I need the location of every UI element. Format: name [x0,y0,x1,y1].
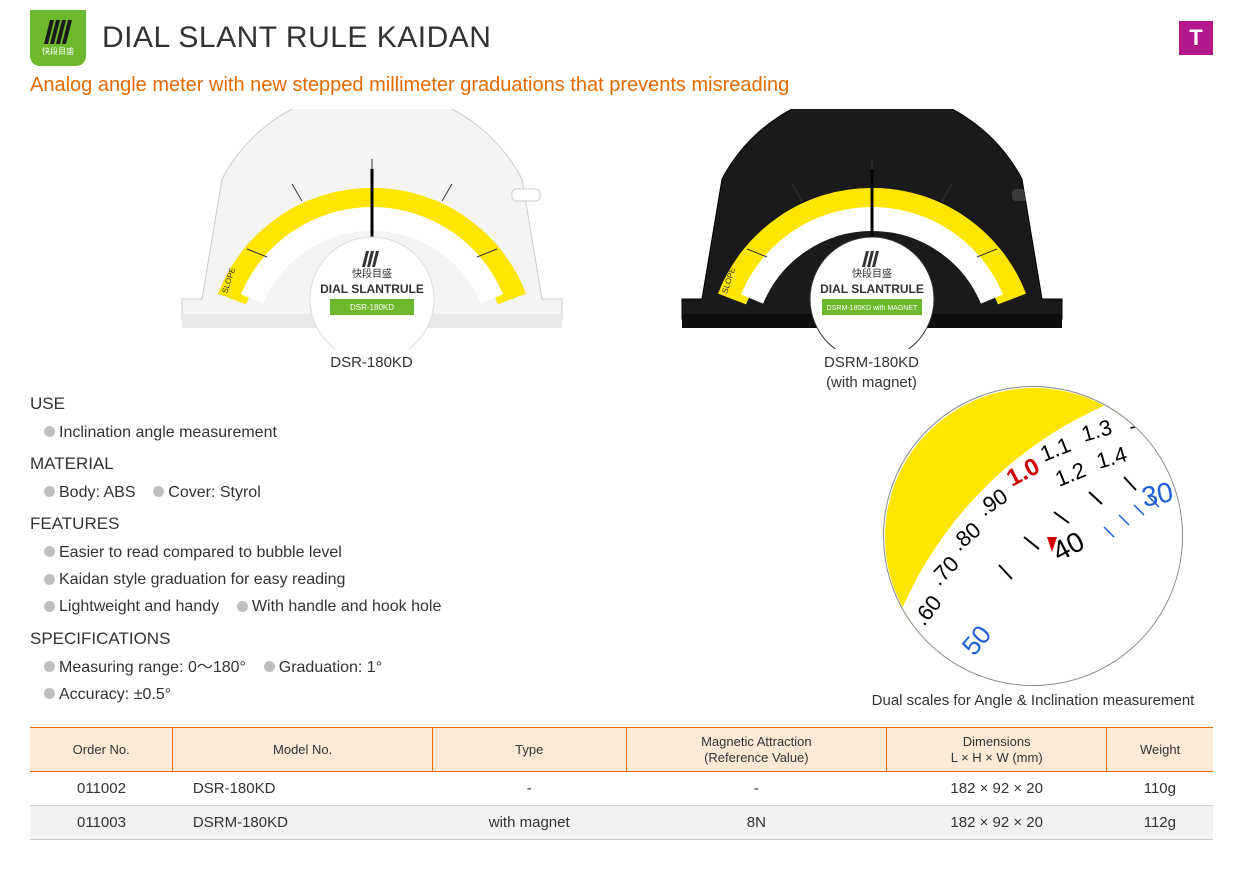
specs-label: SPECIFICATIONS [30,625,853,654]
closeup-circle: .50 .60 .70 .80 .90 1.0 1.1 1.2 1.3 1.4 … [883,386,1183,686]
features-label: FEATURES [30,510,853,539]
bullet-icon [44,688,55,699]
features-line-3: Lightweight and handy With handle and ho… [30,593,853,620]
col-weight: Weight [1107,728,1213,772]
col-magnet: Magnetic Attraction(Reference Value) [626,728,887,772]
cell: with magnet [432,806,626,840]
bullet-icon [153,486,164,497]
corner-badge: T [1179,21,1213,55]
use-item-0: Inclination angle measurement [59,424,277,441]
mid-section: USE Inclination angle measurement MATERI… [30,386,1213,709]
svg-text:30: 30 [1139,476,1176,513]
features-line-2: Kaidan style graduation for easy reading [30,566,853,593]
product-model-black: DSRM-180KD [824,354,919,371]
brand-logo-badge: 快段目盛 [30,10,86,66]
cell: 182 × 92 × 20 [887,772,1107,806]
cell: DSR-180KD [173,772,432,806]
bullet-icon [44,486,55,497]
material-item-1: Cover: Styrol [168,484,260,501]
bullet-icon [44,661,55,672]
cell: 011002 [30,772,173,806]
material-label: MATERIAL [30,450,853,479]
products-row: 快段目盛 DIAL SLANTRULE DSR-180KD SLOPE DSR-… [30,109,1213,392]
col-type: Type [432,728,626,772]
cell: 011003 [30,806,173,840]
features-line-1: Easier to read compared to bubble level [30,539,853,566]
cell: - [626,772,887,806]
subtitle: Analog angle meter with new stepped mill… [30,74,1213,97]
use-label: USE [30,390,853,419]
page-title: DIAL SLANT RULE KAIDAN [102,21,491,55]
gauge-illustration-black: 快段目盛 DIAL SLANTRULE DSRM-180KD with MAGN… [662,109,1082,349]
svg-text:1.5: 1.5 [1126,404,1160,434]
features-item-3: With handle and hook hole [252,598,441,615]
table-header-row: Order No. Model No. Type Magnetic Attrac… [30,728,1213,772]
specs-item-0: Measuring range: 0～180° [59,659,246,676]
closeup-block: .50 .60 .70 .80 .90 1.0 1.1 1.2 1.3 1.4 … [853,386,1213,709]
features-item-0: Easier to read compared to bubble level [59,544,342,561]
use-line: Inclination angle measurement [30,419,853,446]
closeup-caption: Dual scales for Angle & Inclination meas… [853,692,1213,709]
specs-line-2: Accuracy: ±0.5° [30,681,853,708]
logo-subtext: 快段目盛 [42,46,74,57]
features-item-2: Lightweight and handy [59,598,219,615]
logo-stripes-icon [44,20,72,44]
cell: 112g [1107,806,1213,840]
col-order: Order No. [30,728,173,772]
material-item-0: Body: ABS [59,484,136,501]
table-row: 011003 DSRM-180KD with magnet 8N 182 × 9… [30,806,1213,840]
bullet-icon [44,574,55,585]
material-line: Body: ABS Cover: Styrol [30,479,853,506]
col-dims: DimensionsL × H × W (mm) [887,728,1107,772]
svg-text:DIAL SLANTRULE: DIAL SLANTRULE [320,282,424,296]
product-white: 快段目盛 DIAL SLANTRULE DSR-180KD SLOPE DSR-… [162,109,582,392]
cell: 182 × 92 × 20 [887,806,1107,840]
features-item-1: Kaidan style graduation for easy reading [59,571,345,588]
bullet-icon [44,546,55,557]
spec-table: Order No. Model No. Type Magnetic Attrac… [30,727,1213,840]
cell: - [432,772,626,806]
header: 快段目盛 DIAL SLANT RULE KAIDAN T [30,10,1213,66]
product-model-white: DSR-180KD [330,354,413,371]
cell: DSRM-180KD [173,806,432,840]
svg-text:DSRM-180KD with MAGNET: DSRM-180KD with MAGNET [826,305,917,312]
svg-text:快段目盛: 快段目盛 [852,267,892,280]
product-caption-white: DSR-180KD [330,353,413,373]
header-left: 快段目盛 DIAL SLANT RULE KAIDAN [30,10,491,66]
cell: 110g [1107,772,1213,806]
bullet-icon [44,601,55,612]
col-model: Model No. [173,728,432,772]
cell: 8N [626,806,887,840]
svg-text:DSR-180KD: DSR-180KD [349,303,393,312]
specs-item-2: Accuracy: ±0.5° [59,686,171,703]
specs-line-1: Measuring range: 0～180° Graduation: 1° [30,654,853,681]
svg-text:快段目盛: 快段目盛 [352,267,392,280]
gauge-illustration-white: 快段目盛 DIAL SLANTRULE DSR-180KD SLOPE [162,109,582,349]
bullet-icon [44,426,55,437]
svg-text:DIAL SLANTRULE: DIAL SLANTRULE [820,282,924,296]
product-black: 快段目盛 DIAL SLANTRULE DSRM-180KD with MAGN… [662,109,1082,392]
details-block: USE Inclination angle measurement MATERI… [30,386,853,708]
specs-item-1: Graduation: 1° [279,659,382,676]
bullet-icon [264,661,275,672]
table-row: 011002 DSR-180KD - - 182 × 92 × 20 110g [30,772,1213,806]
bullet-icon [237,601,248,612]
